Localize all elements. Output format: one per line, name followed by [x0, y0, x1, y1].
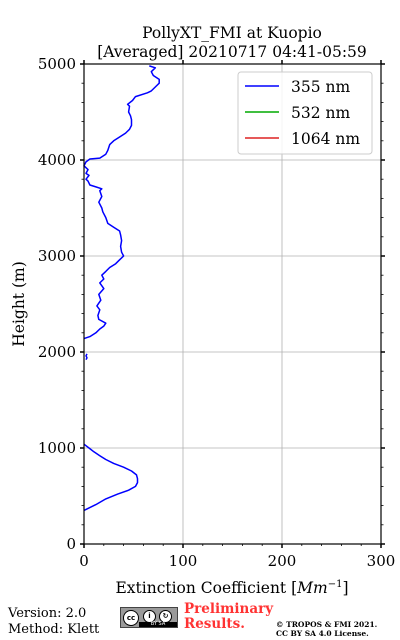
preliminary-notice: Preliminary Results. [184, 602, 273, 632]
series-line-355-nm [83, 65, 160, 340]
y-tick-label: 2000 [38, 343, 76, 361]
y-tick-label: 4000 [38, 151, 76, 169]
copyright-notice: © TROPOS & FMI 2021. CC BY SA 4.0 Licens… [276, 620, 377, 638]
x-tick-label: 100 [169, 552, 198, 570]
version-text: Version: 2.0 [8, 606, 87, 621]
copyright-line2: CC BY SA 4.0 License. [276, 629, 369, 638]
x-axis-label: Extinction Coefficient [Mm−1] [115, 579, 348, 597]
chart-title-line2: [Averaged] 20210717 04:41-05:59 [97, 43, 367, 61]
legend-label-355: 355 nm [291, 78, 350, 96]
cc-license-badge: cc i ↻ BY SA [120, 607, 178, 628]
method-text: Method: Klett [8, 621, 100, 637]
attribution-icon: i [143, 610, 156, 623]
x-tick-label: 0 [79, 552, 89, 570]
chart-title-line1: PollyXT_FMI at Kuopio [142, 24, 322, 42]
legend: 355 nm 532 nm 1064 nm [237, 71, 373, 155]
preliminary-line1: Preliminary [184, 601, 274, 617]
y-tick-label: 3000 [38, 247, 76, 265]
cc-icon: cc [123, 610, 139, 626]
legend-label-1064: 1064 nm [291, 130, 360, 148]
y-tick-label: 5000 [38, 55, 76, 73]
y-tick-label: 0 [66, 535, 76, 553]
x-tick-label: 300 [367, 552, 396, 570]
preliminary-line2: Results. [184, 616, 245, 632]
x-tick-label: 200 [268, 552, 297, 570]
series-lines [83, 65, 160, 512]
legend-frame [237, 71, 373, 155]
y-axis-label: Height (m) [10, 261, 28, 347]
series-line-355-nm [83, 443, 139, 512]
legend-label-532: 532 nm [291, 104, 350, 122]
y-tick-label: 1000 [38, 439, 76, 457]
footer-info: Version: 2.0 Method: Klett [8, 606, 99, 637]
copyright-line1: © TROPOS & FMI 2021. [276, 620, 378, 629]
plot-frame [83, 63, 382, 545]
license-strip: BY SA [139, 622, 177, 627]
series-line-355-nm [85, 353, 88, 361]
